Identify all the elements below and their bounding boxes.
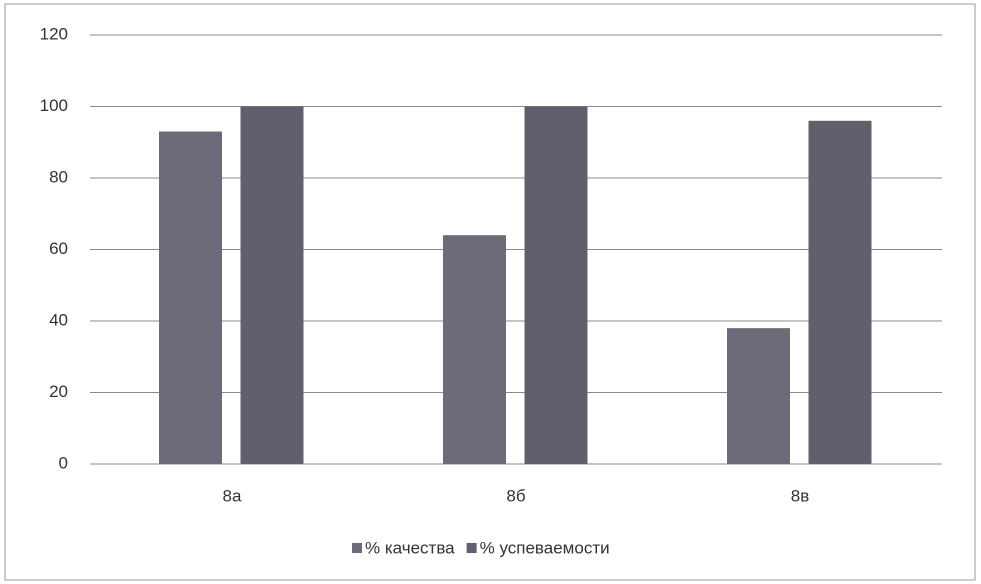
bar [524,106,588,464]
bar [808,120,872,465]
x-tick-label: 8а [223,486,242,505]
legend-swatch [352,543,362,553]
y-tick-label: 60 [49,239,68,258]
y-tick-label: 20 [49,382,68,401]
y-tick-label: 120 [40,24,68,43]
legend-label: % качества [365,538,455,557]
bar [727,328,790,464]
y-tick-label: 40 [49,310,68,329]
x-tick-label: 8б [506,486,525,505]
bar [443,235,506,464]
y-tick-label: 80 [49,167,68,186]
legend-label: % успеваемости [480,538,610,557]
y-tick-label: 100 [40,96,68,115]
y-tick-label: 0 [59,453,68,472]
bar [159,131,222,464]
legend-swatch [466,543,477,553]
x-tick-label: 8в [791,486,810,505]
bar [240,106,304,464]
